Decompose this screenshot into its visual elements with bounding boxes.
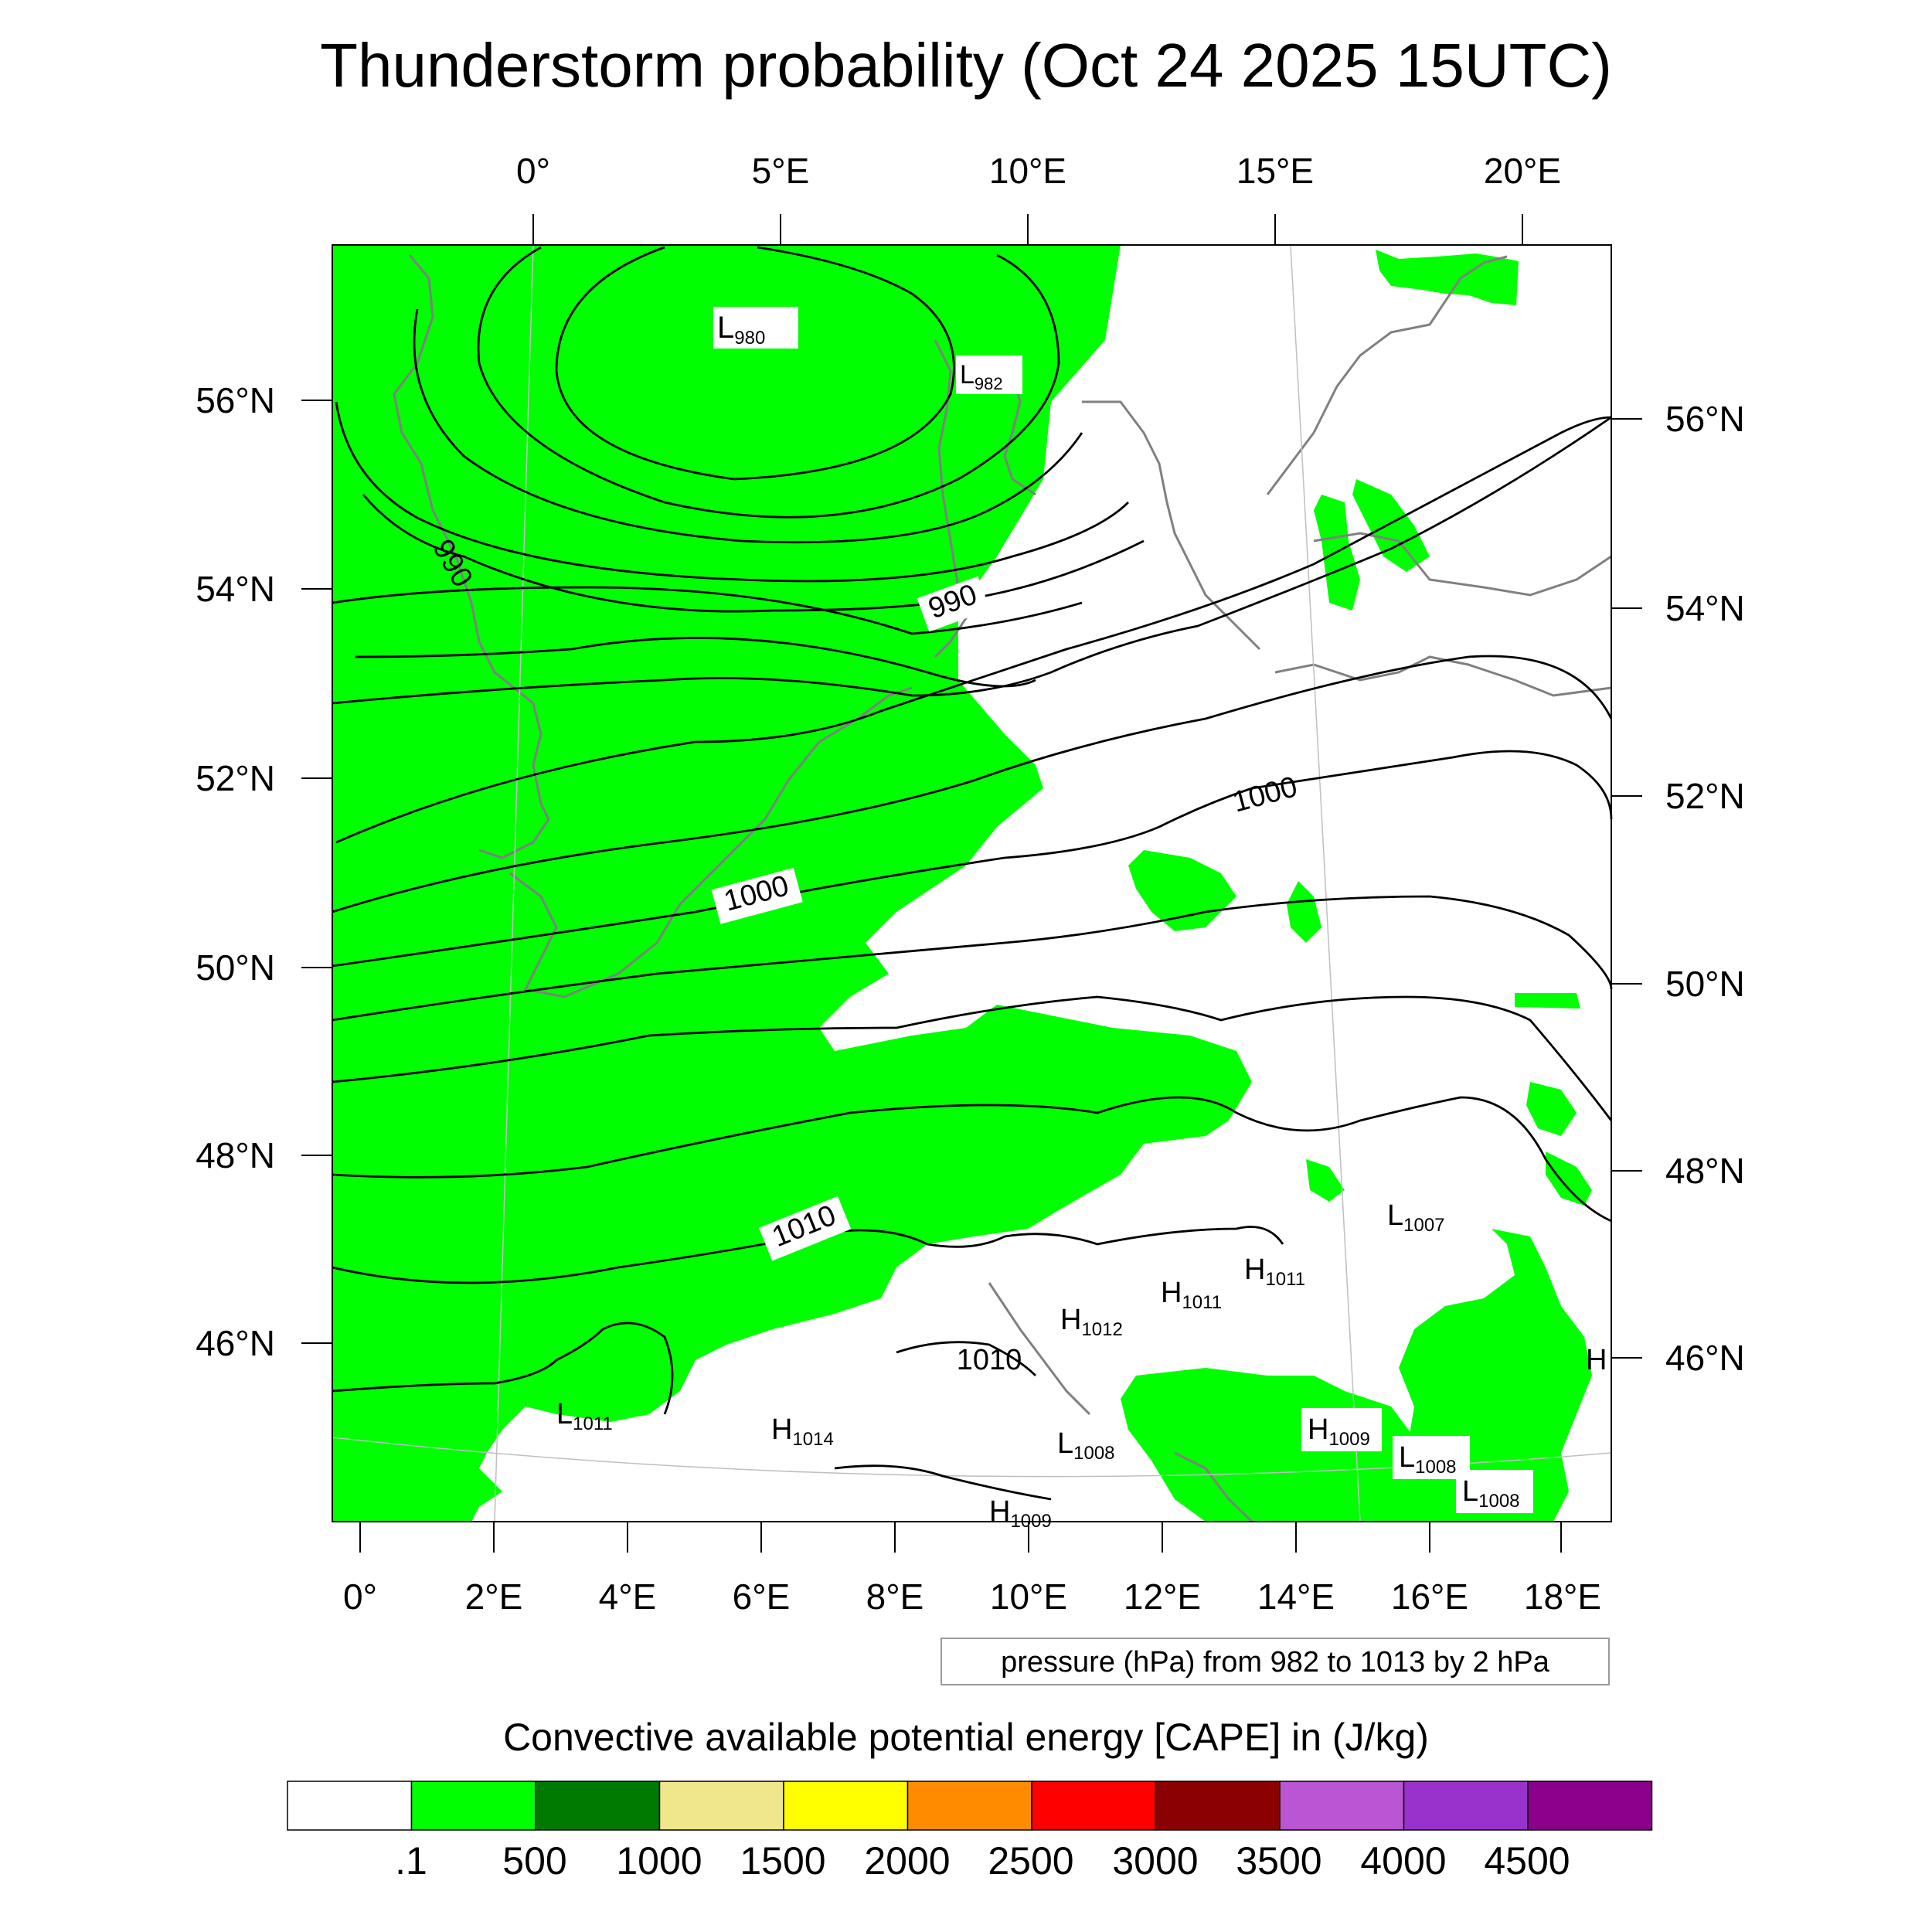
top-lon-label: 5°E [752, 151, 810, 191]
coastlines [393, 254, 1612, 1523]
right-lat-label: 50°N [1665, 964, 1745, 1004]
colorbar-box [1279, 1781, 1405, 1831]
map-border [332, 244, 1612, 1522]
pressure-center: L982 [956, 355, 1022, 394]
colorbar-label: 2000 [864, 1839, 950, 1883]
colorbar-boxes [287, 1781, 1653, 1831]
colorbar-box [906, 1781, 1032, 1831]
svg-text:H1012: H1012 [1060, 1304, 1123, 1340]
svg-text:H: H [1586, 1344, 1607, 1376]
bottom-lon-label: 6°E [733, 1577, 791, 1617]
pressure-center: H [1586, 1344, 1607, 1376]
colorbar-box [1031, 1781, 1157, 1831]
bottom-lon-label: 8°E [866, 1577, 924, 1617]
svg-text:H1014: H1014 [771, 1413, 834, 1450]
colorbar-label: .1 [395, 1839, 427, 1883]
right-lat-label: 46°N [1665, 1338, 1745, 1378]
pressure-center: H1011 [1244, 1253, 1305, 1290]
svg-text:H1009: H1009 [989, 1495, 1052, 1532]
map-title: Thunderstorm probability (Oct 24 2025 15… [320, 31, 1612, 100]
right-lat-label: 54°N [1665, 588, 1745, 628]
top-lon-label: 15°E [1236, 151, 1314, 191]
bottom-lon-label: 16°E [1391, 1577, 1468, 1617]
bottom-lon-label: 0° [343, 1577, 377, 1617]
colorbar-box [410, 1781, 536, 1831]
colorbar-box [535, 1781, 661, 1831]
colorbar-box [783, 1781, 909, 1831]
colorbar-label: 4500 [1484, 1839, 1570, 1883]
svg-text:L982: L982 [960, 360, 1003, 393]
pressure-center: H1011 [1161, 1277, 1222, 1313]
svg-text:H1009: H1009 [1308, 1413, 1370, 1450]
pressure-centers: L980 L982 L1007 H1011 H1011 H1012 L1011 … [556, 307, 1607, 1532]
colorbar-label: 1500 [740, 1839, 825, 1883]
left-lat-label: 52°N [196, 758, 275, 798]
contour-info-text: pressure (hPa) from 982 to 1013 by 2 hPa [1001, 1646, 1550, 1679]
colorbar-label: 3500 [1236, 1839, 1321, 1883]
svg-text:L1008: L1008 [1399, 1441, 1457, 1478]
bottom-lon-label: 2°E [465, 1577, 523, 1617]
right-lat-labels: 56°N 54°N 52°N 50°N 48°N 46°N [1665, 399, 1745, 1378]
left-lat-labels: 56°N 54°N 52°N 50°N 48°N 46°N [196, 380, 275, 1363]
top-lon-label: 10°E [989, 151, 1066, 191]
bottom-lon-label: 14°E [1257, 1577, 1335, 1617]
svg-text:L1008: L1008 [1462, 1475, 1520, 1512]
colorbar-label: 1000 [616, 1839, 702, 1883]
bottom-lon-label: 12°E [1124, 1577, 1201, 1617]
svg-text:L1007: L1007 [1387, 1199, 1445, 1236]
pressure-center: L1007 [1387, 1199, 1445, 1236]
pressure-center: H1012 [1060, 1304, 1123, 1340]
left-lat-label: 46°N [196, 1323, 275, 1363]
right-lat-label: 56°N [1665, 399, 1745, 439]
pressure-center: L1011 [556, 1398, 613, 1434]
colorbar-box [1527, 1781, 1653, 1831]
pressure-center: L980 [713, 307, 798, 349]
pressure-center: L1008 [1456, 1470, 1533, 1513]
map-area [332, 244, 1613, 1523]
svg-text:H1011: H1011 [1161, 1277, 1222, 1313]
pressure-center: H1014 [771, 1413, 834, 1450]
svg-text:L980: L980 [717, 311, 765, 349]
svg-text:H1011: H1011 [1244, 1253, 1305, 1290]
colorbar-label: 500 [502, 1839, 566, 1883]
bottom-lon-label: 4°E [599, 1577, 657, 1617]
bottom-lon-labels: 0° 2°E 4°E 6°E 8°E 10°E 12°E 14°E 16°E 1… [343, 1577, 1601, 1617]
colorbar-box [658, 1781, 784, 1831]
colorbar-label: 4000 [1360, 1839, 1446, 1883]
left-lat-label: 54°N [196, 569, 275, 609]
svg-text:L1008: L1008 [1057, 1427, 1115, 1464]
colorbar-labels: .1 500 1000 1500 2000 2500 3000 3500 400… [395, 1839, 1570, 1883]
colorbar-title: Convective available potential energy [C… [503, 1716, 1429, 1759]
right-lat-label: 48°N [1665, 1151, 1745, 1191]
pressure-center: L1008 [1057, 1427, 1115, 1464]
top-lon-label: 20°E [1484, 151, 1561, 191]
pressure-center: H1009 [1301, 1408, 1382, 1451]
tick-marks [301, 214, 1642, 1553]
svg-text:L1011: L1011 [556, 1398, 613, 1434]
right-lat-label: 52°N [1665, 776, 1745, 816]
left-lat-label: 56°N [196, 380, 275, 420]
left-lat-label: 48°N [196, 1135, 275, 1175]
bottom-lon-label: 10°E [990, 1577, 1067, 1617]
contour-label: 1010 [957, 1344, 1022, 1376]
left-lat-label: 50°N [196, 947, 275, 988]
isobars [332, 246, 1613, 1501]
colorbar-box [1403, 1781, 1529, 1831]
colorbar-label: 2500 [988, 1839, 1073, 1883]
bottom-lon-label: 18°E [1524, 1577, 1601, 1617]
colorbar-box [287, 1781, 413, 1831]
pressure-center: H1009 [989, 1495, 1052, 1532]
contour-info-box: pressure (hPa) from 982 to 1013 by 2 hPa [940, 1638, 1610, 1685]
top-lon-label: 0° [516, 151, 550, 191]
colorbar-box [1155, 1781, 1281, 1831]
top-lon-labels: 0° 5°E 10°E 15°E 20°E [516, 151, 1561, 191]
colorbar-label: 3000 [1112, 1839, 1198, 1883]
